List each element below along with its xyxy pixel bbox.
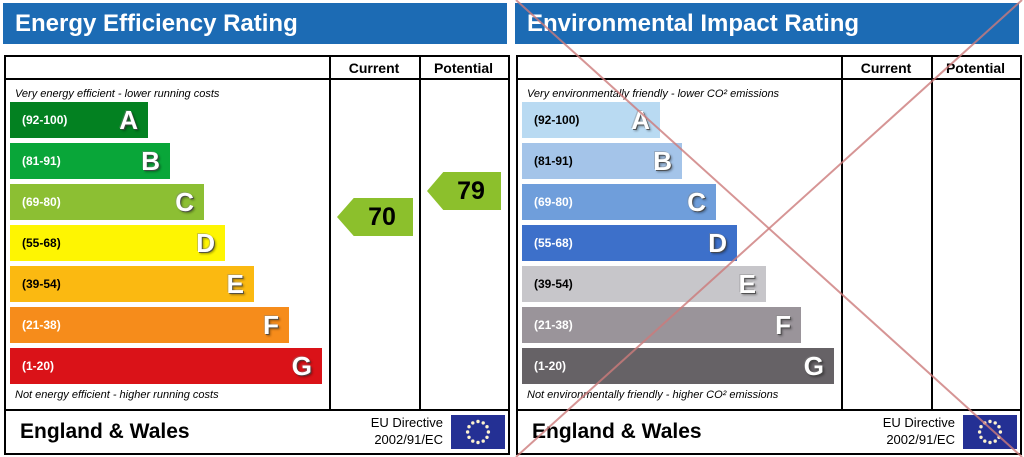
current-column-header: Current [348, 60, 400, 76]
environmental-bands: (92-100) A (81-91) B (69-80) C [522, 102, 1020, 384]
band-letter: D [708, 227, 727, 258]
column-divider [329, 57, 331, 409]
band-letter: B [653, 145, 672, 176]
eu-directive-label: EU Directive 2002/91/EC [370, 415, 443, 447]
region-label: England & Wales [532, 420, 702, 443]
band-range: (55-68) [22, 236, 61, 250]
environmental-impact-panel: Environmental Impact Rating Current Pote… [512, 0, 1024, 457]
band-letter: D [196, 227, 215, 258]
band-d: (55-68) D [522, 225, 1020, 261]
band-letter: C [687, 186, 706, 217]
potential-column-header: Potential [433, 60, 494, 76]
band-bar: (92-100) A [10, 102, 148, 138]
band-bar: (1-20) G [522, 348, 834, 384]
band-range: (1-20) [534, 359, 567, 373]
band-bar: (39-54) E [522, 266, 766, 302]
top-caption: Very environmentally friendly - lower CO… [527, 88, 780, 100]
band-letter: A [119, 104, 138, 135]
eu-directive-label: EU Directive 2002/91/EC [882, 415, 955, 447]
band-bar: (92-100) A [522, 102, 660, 138]
band-g: (1-20) G [522, 348, 1020, 384]
band-letter: E [226, 268, 244, 299]
band-a: (92-100) A [522, 102, 1020, 138]
band-e: (39-54) E [10, 266, 508, 302]
band-letter: F [263, 309, 279, 340]
band-bar: (81-91) B [522, 143, 682, 179]
energy-rating-table: Current Potential Very energy efficient … [4, 55, 510, 455]
band-range: (92-100) [22, 113, 68, 127]
band-letter: B [141, 145, 160, 176]
band-letter: E [738, 268, 756, 299]
bottom-caption: Not energy efficient - higher running co… [15, 389, 219, 401]
band-range: (92-100) [534, 113, 580, 127]
band-bar: (69-80) C [522, 184, 716, 220]
band-b: (81-91) B [522, 143, 1020, 179]
band-c: (69-80) C [522, 184, 1020, 220]
band-f: (21-38) F [10, 307, 508, 343]
band-range: (1-20) [22, 359, 55, 373]
energy-panel-title: Energy Efficiency Rating [3, 3, 507, 44]
environmental-panel-title: Environmental Impact Rating [515, 3, 1019, 44]
band-bar: (55-68) D [10, 225, 225, 261]
band-letter: G [291, 350, 312, 381]
band-bar: (21-38) F [522, 307, 801, 343]
band-letter: A [631, 104, 650, 135]
band-bar: (1-20) G [10, 348, 322, 384]
environmental-band-area: Very environmentally friendly - lower CO… [518, 82, 1020, 409]
column-header-row: Current Potential [6, 57, 508, 80]
band-a: (92-100) A [10, 102, 508, 138]
environmental-footer: England & Wales EU Directive 2002/91/EC [518, 409, 1020, 453]
region-label: England & Wales [20, 420, 190, 443]
current-column-header: Current [860, 60, 912, 76]
band-range: (81-91) [22, 154, 61, 168]
energy-efficiency-panel: Energy Efficiency Rating Current Potenti… [3, 3, 510, 455]
band-bar: (21-38) F [10, 307, 289, 343]
potential-rating-arrow: 79 [427, 172, 501, 210]
band-bar: (55-68) D [522, 225, 737, 261]
column-divider [841, 57, 843, 409]
band-bar: (69-80) C [10, 184, 204, 220]
band-letter: G [803, 350, 824, 381]
band-range: (81-91) [534, 154, 573, 168]
column-header-row: Current Potential [518, 57, 1020, 80]
eu-flag-icon [451, 415, 505, 449]
column-divider [931, 57, 933, 409]
band-letter: C [175, 186, 194, 217]
band-range: (55-68) [534, 236, 573, 250]
eu-flag-icon [963, 415, 1017, 449]
band-b: (81-91) B [10, 143, 508, 179]
environmental-rating-table: Current Potential Very environmentally f… [516, 55, 1022, 455]
band-range: (21-38) [22, 318, 61, 332]
band-d: (55-68) D [10, 225, 508, 261]
band-letter: F [775, 309, 791, 340]
band-f: (21-38) F [522, 307, 1020, 343]
energy-band-area: Very energy efficient - lower running co… [6, 82, 508, 409]
column-divider [419, 57, 421, 409]
top-caption: Very energy efficient - lower running co… [15, 88, 220, 100]
energy-bands: (92-100) A (81-91) B (69-80) C [10, 102, 508, 384]
band-range: (69-80) [22, 195, 61, 209]
band-c: (69-80) C [10, 184, 508, 220]
band-g: (1-20) G [10, 348, 508, 384]
band-range: (39-54) [534, 277, 573, 291]
current-rating-arrow: 70 [337, 198, 413, 236]
band-range: (69-80) [534, 195, 573, 209]
band-range: (39-54) [22, 277, 61, 291]
band-range: (21-38) [534, 318, 573, 332]
band-bar: (39-54) E [10, 266, 254, 302]
bottom-caption: Not environmentally friendly - higher CO… [527, 389, 779, 401]
potential-column-header: Potential [945, 60, 1006, 76]
band-bar: (81-91) B [10, 143, 170, 179]
band-e: (39-54) E [522, 266, 1020, 302]
energy-footer: England & Wales EU Directive 2002/91/EC [6, 409, 508, 453]
